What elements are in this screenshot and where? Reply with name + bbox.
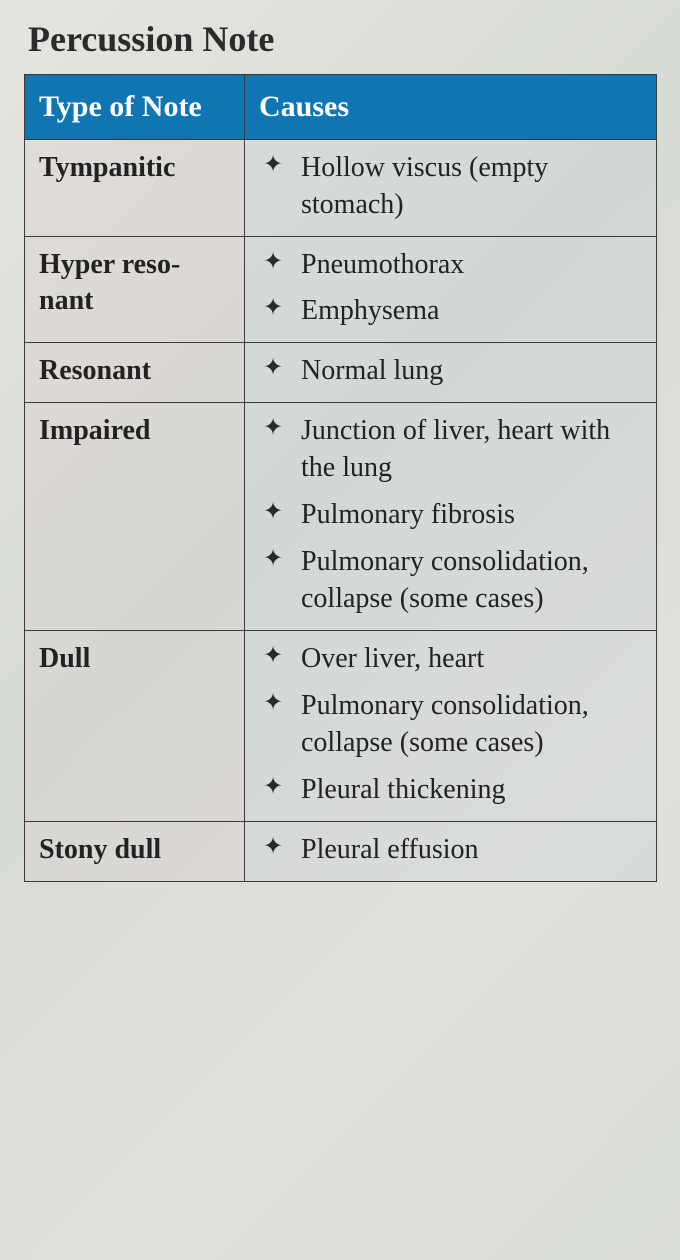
cause-item: Hollow viscus (empty stomach): [259, 150, 644, 224]
cause-cell: Pleural effusion: [245, 821, 657, 881]
table-row: Hyper reso-nant Pneumothorax Emphysema: [25, 236, 657, 343]
page: Percussion Note Type of Note Causes Tymp…: [0, 0, 680, 1260]
cause-list: Over liver, heart Pulmonary consolidatio…: [259, 641, 644, 809]
cause-cell: Over liver, heart Pulmonary consolidatio…: [245, 631, 657, 822]
note-cell: Impaired: [25, 403, 245, 631]
note-cell: Stony dull: [25, 821, 245, 881]
table-row: Impaired Junction of liver, heart with t…: [25, 403, 657, 631]
table-row: Tympanitic Hollow viscus (empty stomach): [25, 139, 657, 236]
note-cell: Dull: [25, 631, 245, 822]
table-header-row: Type of Note Causes: [25, 75, 657, 140]
note-cell: Hyper reso-nant: [25, 236, 245, 343]
table-row: Dull Over liver, heart Pulmonary consoli…: [25, 631, 657, 822]
col-header-type: Type of Note: [25, 75, 245, 140]
cause-item: Over liver, heart: [259, 641, 644, 678]
cause-list: Pleural effusion: [259, 832, 644, 869]
cause-cell: Hollow viscus (empty stomach): [245, 139, 657, 236]
cause-item: Pleural effusion: [259, 832, 644, 869]
cause-list: Hollow viscus (empty stomach): [259, 150, 644, 224]
cause-item: Pulmonary consolidation, collapse (some …: [259, 544, 644, 618]
table-row: Resonant Normal lung: [25, 343, 657, 403]
cause-cell: Junction of liver, heart with the lung P…: [245, 403, 657, 631]
cause-item: Emphysema: [259, 293, 644, 330]
cause-list: Normal lung: [259, 353, 644, 390]
cause-item: Pleural thickening: [259, 772, 644, 809]
page-title: Percussion Note: [28, 18, 656, 60]
note-cell: Resonant: [25, 343, 245, 403]
cause-cell: Pneumothorax Emphysema: [245, 236, 657, 343]
cause-item: Pulmonary fibrosis: [259, 497, 644, 534]
cause-item: Normal lung: [259, 353, 644, 390]
cause-list: Junction of liver, heart with the lung P…: [259, 413, 644, 618]
note-text: Hyper reso-nant: [39, 249, 180, 317]
percussion-table: Type of Note Causes Tympanitic Hollow vi…: [24, 74, 657, 882]
cause-item: Pneumothorax: [259, 247, 644, 284]
cause-list: Pneumothorax Emphysema: [259, 247, 644, 331]
col-header-causes: Causes: [245, 75, 657, 140]
note-cell: Tympanitic: [25, 139, 245, 236]
cause-item: Pulmonary consolidation, collapse (some …: [259, 688, 644, 762]
cause-item: Junction of liver, heart with the lung: [259, 413, 644, 487]
cause-cell: Normal lung: [245, 343, 657, 403]
table-row: Stony dull Pleural effusion: [25, 821, 657, 881]
